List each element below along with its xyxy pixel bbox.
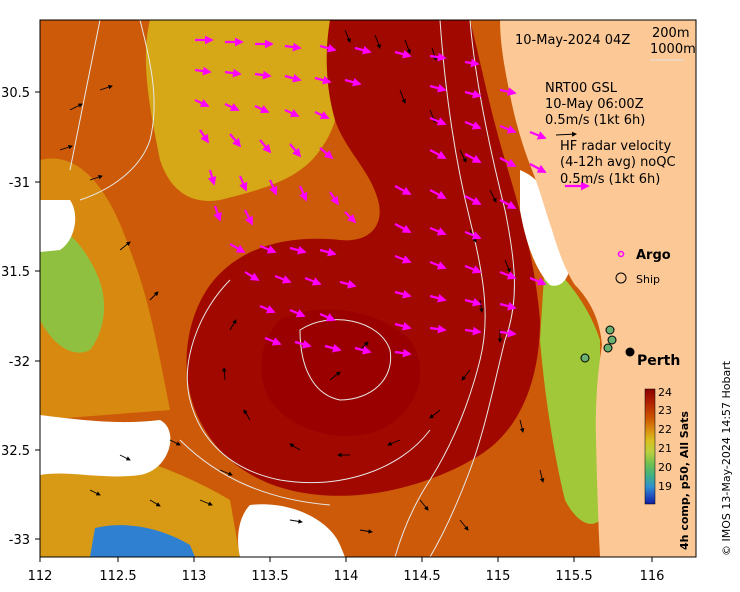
lon-tick: 116 [640, 569, 665, 584]
perth-label: Perth [637, 353, 680, 369]
isobaths [69, 20, 515, 557]
gsl-scale-arrow [555, 131, 577, 137]
lon-tick: 112.5 [99, 569, 136, 584]
cold-patch-blue [90, 525, 195, 557]
colorbar-tick: 24 [658, 386, 672, 399]
ship-symbol [615, 272, 627, 284]
isobath-200m-label: 200m [652, 26, 689, 41]
lon-tick: 113.5 [251, 569, 288, 584]
lon-tick: 113 [182, 569, 207, 584]
perth-marker [625, 347, 635, 357]
cloud-patch-south [238, 504, 345, 557]
plot-frame [39, 19, 697, 558]
lat-tick: -32 [9, 355, 30, 370]
date-label: 10-May-2024 04Z [515, 33, 630, 48]
argo-symbol [617, 250, 625, 258]
lat-tick: -31 [9, 176, 30, 191]
ship-label: Ship [636, 273, 660, 286]
colorbar-tick: 23 [658, 404, 672, 417]
lon-tick: 115 [486, 569, 511, 584]
axis-ticks [35, 91, 653, 562]
colorbar-title: 4h comp, p50, All Sats [678, 411, 691, 550]
map-legend: 10-May-2024 04Z 200m 1000m NRT00 GSL 10-… [515, 26, 696, 369]
hf-avg: (4-12h avg) noQC [560, 155, 676, 170]
lat-tick: -33 [9, 533, 30, 548]
lat-tick: 32.5 [1, 444, 30, 459]
lat-tick: 31.5 [1, 265, 30, 280]
colorbar-tick: 20 [658, 461, 672, 474]
hf-radar-velocity-arrows [194, 35, 590, 358]
sst-field-yellow-north [145, 20, 340, 201]
lon-tick: 114.5 [403, 569, 440, 584]
gsl-scale: 0.5m/s (1kt 6h) [545, 113, 645, 128]
sst-colorbar: 24 23 22 21 20 19 4h comp, p50, All Sats [644, 386, 691, 550]
coastal-stations [580, 325, 617, 363]
lon-tick: 115.5 [555, 569, 592, 584]
argo-label: Argo [636, 248, 671, 263]
gsl-title: NRT00 GSL [545, 81, 618, 96]
sst-field-green-west [40, 227, 105, 353]
cloud-patch-southwest [40, 415, 171, 477]
hf-scale: 0.5m/s (1kt 6h) [560, 172, 660, 187]
colorbar-tick: 21 [658, 442, 672, 455]
sst-field-green-coast [540, 260, 600, 524]
hf-title: HF radar velocity [560, 139, 672, 154]
credit-text: © IMOS 13-May-2024 14:57 Hobart [720, 360, 733, 556]
colorbar-gradient [644, 388, 656, 505]
lon-tick: 112 [28, 569, 53, 584]
isobath-1000m-label: 1000m [650, 42, 696, 57]
gsl-time: 10-May 06:00Z [545, 97, 644, 112]
lon-tick: 114 [334, 569, 359, 584]
colorbar-tick: 19 [658, 480, 672, 493]
colorbar-tick: 22 [658, 423, 672, 436]
lat-tick-labels: 30.5 -31 31.5 -32 32.5 -33 [1, 86, 30, 548]
lat-tick: 30.5 [1, 86, 30, 101]
cloud-patch-coast [520, 170, 572, 286]
lon-tick-labels: 112 112.5 113 113.5 114 114.5 115 115.5 … [28, 569, 665, 584]
cloud-patch-west [40, 200, 76, 252]
